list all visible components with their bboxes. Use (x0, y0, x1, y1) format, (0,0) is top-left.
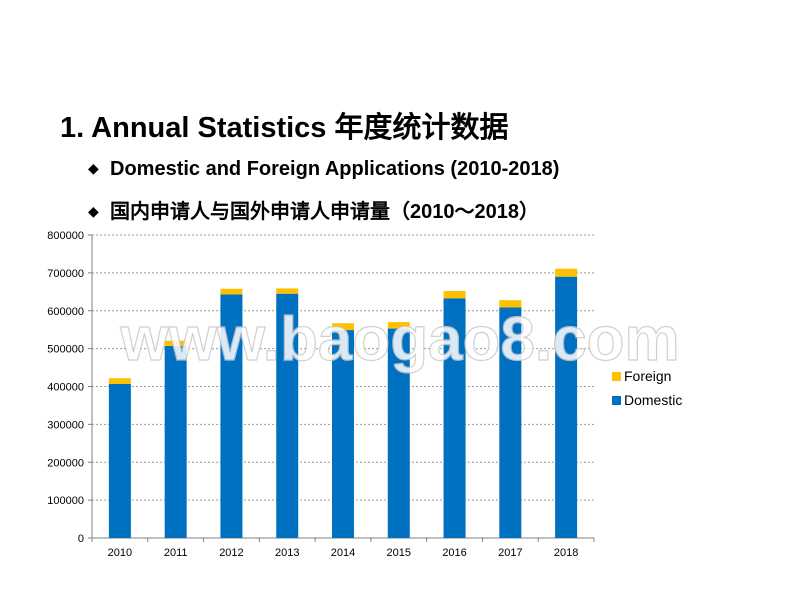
y-tick-label: 300000 (47, 419, 84, 431)
watermark: www.baogao8.com (119, 305, 679, 374)
legend-swatch-foreign (612, 372, 621, 381)
x-tick-label: 2011 (164, 547, 188, 559)
bar-domestic (276, 293, 299, 538)
bar-domestic (164, 345, 187, 538)
legend-swatch-domestic (612, 396, 621, 405)
y-tick-label: 400000 (47, 382, 84, 394)
y-tick-label: 500000 (47, 344, 84, 356)
slide-title: 1. Annual Statistics 年度统计数据 (60, 112, 509, 144)
x-tick-label: 2010 (108, 547, 132, 559)
legend-label-foreign: Foreign (624, 368, 671, 384)
bar-foreign (276, 288, 299, 294)
bar-foreign (220, 288, 243, 295)
bars (108, 268, 578, 538)
bar-domestic (220, 294, 243, 538)
bar-foreign (108, 378, 131, 384)
x-tick-label: 2013 (275, 547, 299, 559)
x-tick-label: 2017 (498, 547, 522, 559)
y-tick-label: 0 (78, 533, 84, 545)
y-tick-label: 800000 (47, 230, 84, 242)
bar-foreign (332, 323, 354, 331)
bar-foreign (499, 300, 522, 308)
x-tick-label: 2014 (331, 547, 355, 559)
bar-foreign (164, 340, 187, 346)
bar-domestic (387, 328, 410, 538)
x-tick-label: 2015 (387, 547, 411, 559)
bullet-chinese-text: 国内申请人与国外申请人申请量（2010～2018） (110, 201, 539, 223)
x-tick-label: 2012 (219, 547, 243, 559)
x-tick-label: 2016 (442, 547, 466, 559)
legend-label-domestic: Domestic (624, 392, 682, 408)
y-tick-label: 600000 (47, 306, 84, 318)
y-tick-label: 200000 (47, 457, 84, 469)
stacked-bar-chart: 0 100000 200000 300000 400000 500000 600000 700… (47, 230, 682, 559)
y-tick-label: 100000 (47, 495, 84, 507)
bar-domestic (555, 276, 578, 538)
diamond-bullet-icon: ◆ (88, 160, 99, 176)
bar-domestic (499, 307, 522, 538)
bar-foreign (443, 291, 466, 299)
bullet-english-text: Domestic and Foreign Applications (2010-… (110, 158, 560, 180)
bar-foreign (555, 268, 578, 277)
bullet-english: ◆ Domestic and Foreign Applications (2010… (88, 158, 559, 181)
bar-domestic (108, 383, 131, 538)
bullet-chinese: ◆ 国内申请人与国外申请人申请量（2010～2018） (88, 195, 539, 224)
x-axis: 2010 2011 2012 2013 2014 2015 2016 2017 2018 (91, 537, 595, 559)
y-tick-label: 700000 (47, 268, 84, 280)
x-tick-label: 2018 (554, 547, 578, 559)
legend: Foreign Domestic (612, 368, 682, 408)
bar-domestic (443, 298, 466, 538)
y-axis: 0 100000 200000 300000 400000 500000 600000 700… (47, 230, 93, 545)
diamond-bullet-icon: ◆ (88, 203, 99, 219)
bar-foreign (387, 322, 410, 329)
bar-domestic (332, 330, 354, 538)
